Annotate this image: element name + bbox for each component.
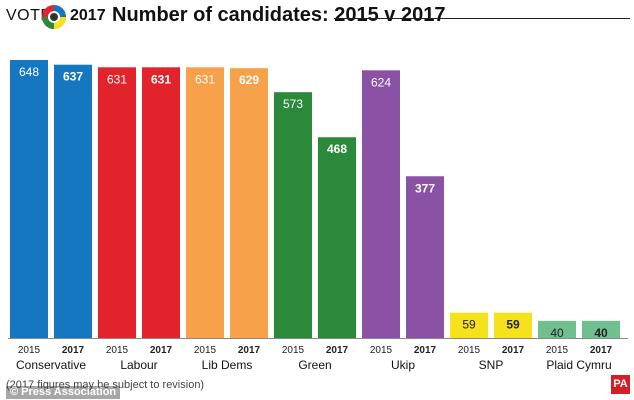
series-year-label: 2015 [370,345,393,356]
revision-note: (2017 figures may be subject to revision… [6,379,205,391]
pa-logo: PA [611,375,630,394]
bar-value-label: 377 [415,181,435,195]
title-rule [334,18,630,19]
vote-word: VOTE [6,7,52,24]
bar-labour-2017 [142,67,180,338]
bar-lib-dems-2017 [230,68,268,338]
series-year-label: 2015 [106,345,129,356]
series-year-label: 2017 [326,345,349,356]
bar-value-label: 59 [462,318,476,332]
bar-value-label: 468 [327,142,347,156]
bar-chart: 648 2015 637 2017 Conservative 631 2015 631 2017… [8,60,628,372]
bar-plaid-cymru-2017 [582,320,620,338]
bar-lib-dems-2015 [186,67,224,338]
category-label: Labour [120,358,157,372]
series-year-label: 2017 [238,345,261,356]
bar-value-label: 631 [107,72,127,86]
bar-plaid-cymru-2015 [538,320,576,338]
series-year-label: 2015 [194,345,217,356]
category-label: Plaid Cymru [546,358,611,372]
bar-green-2017 [318,137,356,338]
bar-green-2015 [274,92,312,338]
bar-value-label: 59 [506,318,520,332]
bar-value-label: 637 [63,70,83,84]
watermark: © Press Association [6,386,121,399]
bar-value-label: 631 [195,72,215,86]
series-year-label: 2017 [62,345,85,356]
bar-ukip-2015 [362,70,400,338]
bar-conservative-2017 [54,64,92,338]
series-year-label: 2015 [282,345,305,356]
bar-snp-2015 [450,312,488,338]
series-year-label: 2015 [458,345,481,356]
bar-value-label: 40 [594,326,608,340]
category-label: Conservative [16,358,86,372]
chart-header: VOTE 2017 Number of candidates: 2015 v 2… [0,0,634,34]
bar-conservative-2015 [10,60,48,338]
vote-year: 2017 [70,7,106,24]
series-year-label: 2015 [546,345,569,356]
bar-value-label: 648 [19,65,39,79]
category-label: Ukip [391,358,415,372]
bar-labour-2015 [98,67,136,338]
series-year-label: 2017 [414,345,437,356]
bar-value-label: 624 [371,75,391,89]
category-label: SNP [479,358,504,372]
vote-rosette-icon [42,5,66,29]
bar-ukip-2017 [406,176,444,338]
chart-title: Number of candidates: 2015 v 2017 [112,4,446,26]
category-label: Lib Dems [202,358,253,372]
bar-value-label: 631 [151,72,171,86]
series-year-label: 2017 [502,345,525,356]
category-label: Green [298,358,331,372]
bar-value-label: 629 [239,73,259,87]
series-year-label: 2015 [18,345,41,356]
series-year-label: 2017 [150,345,173,356]
series-year-label: 2017 [590,345,613,356]
bar-value-label: 573 [283,97,303,111]
bar-value-label: 40 [550,326,564,340]
bar-snp-2017 [494,312,532,338]
